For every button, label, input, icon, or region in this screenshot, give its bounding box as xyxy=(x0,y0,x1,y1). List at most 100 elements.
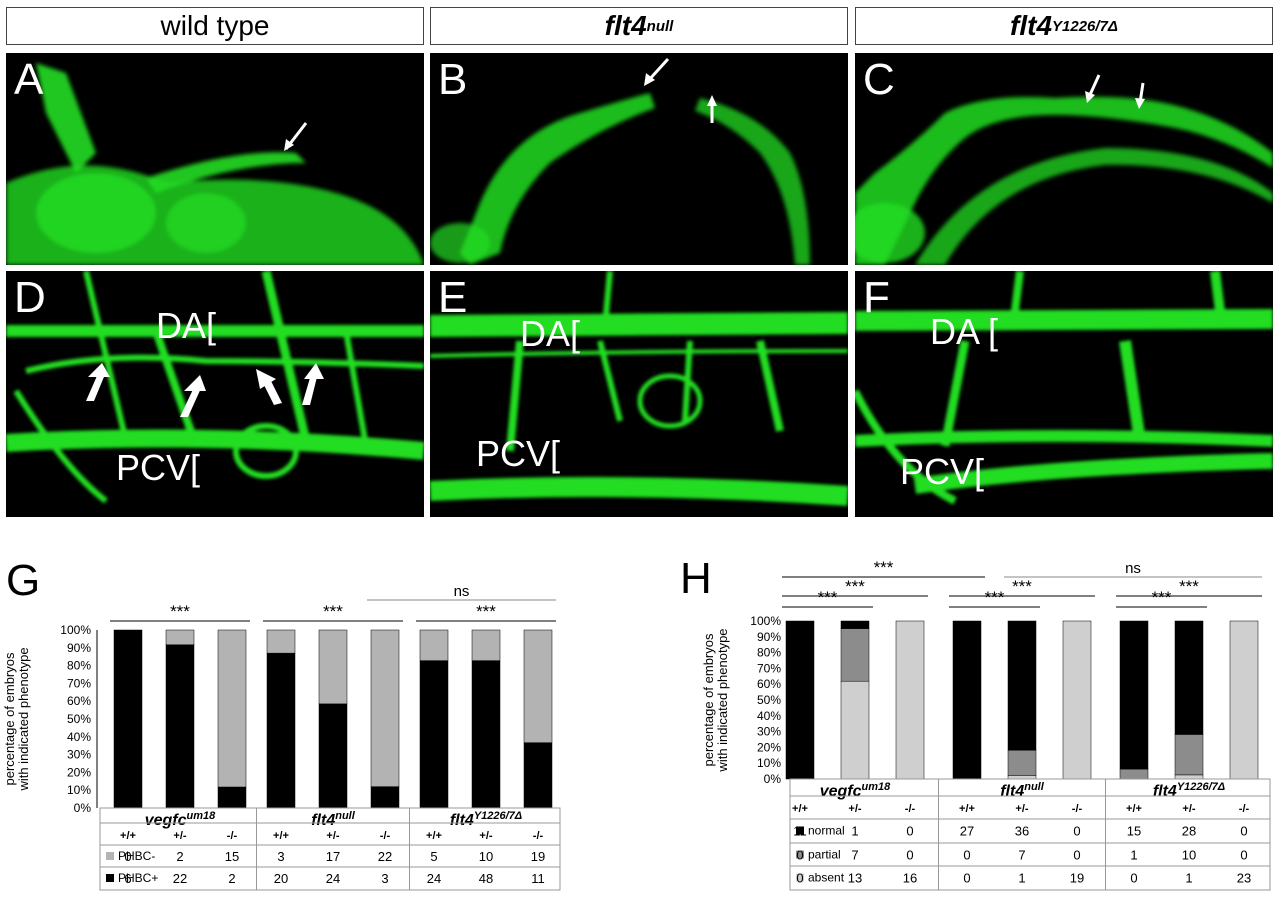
y-axis-label: with indicated phenotype xyxy=(16,647,31,791)
bar-segment-phbc xyxy=(370,786,400,809)
count-cell: 1 xyxy=(1185,871,1192,886)
y-tick-label: 60% xyxy=(757,677,781,691)
genotype-group-label: flt4Y1226/7Δ xyxy=(1153,781,1225,800)
genotype-label: +/+ xyxy=(959,803,975,815)
genotype-label: +/+ xyxy=(1126,803,1142,815)
micrograph-panel-b: B xyxy=(430,53,848,265)
y-tick-label: 90% xyxy=(67,641,91,655)
micrograph-panel-a: A xyxy=(6,53,424,265)
legend-swatch-partial xyxy=(796,850,804,859)
count-cell: 1 xyxy=(851,824,858,839)
count-cell: 0 xyxy=(1130,871,1137,886)
header-wild-type-text: wild type xyxy=(160,10,270,41)
label-pcv: PCV[ xyxy=(900,451,985,492)
significance-marker: *** xyxy=(845,577,865,596)
count-cell: 2 xyxy=(176,849,183,864)
panel-label-a: A xyxy=(14,55,44,104)
y-tick-label: 80% xyxy=(67,659,91,673)
panel-c-image xyxy=(855,74,1273,265)
bar-segment-phbc xyxy=(318,629,348,705)
legend-swatch-phbc xyxy=(106,874,114,882)
genotype-label: +/- xyxy=(479,830,492,842)
bar-segment-phbc xyxy=(113,629,143,809)
count-cell: 16 xyxy=(903,871,917,886)
count-cell: 7 xyxy=(851,848,858,863)
header-flt4-null: flt4 null xyxy=(430,7,848,45)
count-cell: 11 xyxy=(531,871,545,886)
y-tick-label: 50% xyxy=(757,693,781,707)
count-cell: 13 xyxy=(848,871,862,886)
y-tick-label: 30% xyxy=(757,725,781,739)
count-cell: 36 xyxy=(1015,824,1029,839)
count-cell: 17 xyxy=(326,849,340,864)
legend-swatch-normal xyxy=(796,826,804,835)
count-cell: 15 xyxy=(1127,824,1141,839)
significance-marker: ns xyxy=(1125,560,1141,577)
count-cell: 48 xyxy=(479,871,493,886)
genotype-label: -/- xyxy=(1239,803,1250,815)
y-axis-label: percentage of embryos xyxy=(2,652,17,785)
bar-segment-partial xyxy=(840,628,870,682)
genotype-group-label: vegfcum18 xyxy=(145,810,216,829)
y-tick-label: 10% xyxy=(757,756,781,770)
genotype-label: -/- xyxy=(533,830,544,842)
count-cell: 7 xyxy=(1018,848,1025,863)
bar-segment-phbc xyxy=(266,629,296,654)
panel-a-image xyxy=(6,63,424,265)
count-cell: 0 xyxy=(963,848,970,863)
bar-segment-normal xyxy=(840,620,870,629)
genotype-table xyxy=(789,778,1271,891)
y-tick-label: 60% xyxy=(67,694,91,708)
header-flt4-y1226-text: flt4 xyxy=(1010,10,1053,41)
bar-segment-partial xyxy=(1007,749,1037,776)
y-tick-label: 70% xyxy=(757,661,781,675)
header-flt4-y1226-sup: Y1226/7Δ xyxy=(1052,17,1118,35)
bar-segment-absent xyxy=(1174,774,1204,780)
significance-marker: *** xyxy=(985,588,1005,607)
genotype-label: +/- xyxy=(1182,803,1195,815)
count-cell: 19 xyxy=(531,849,545,864)
count-cell: 0 xyxy=(1240,848,1247,863)
count-cell: 10 xyxy=(1182,848,1196,863)
count-cell: 0 xyxy=(1073,848,1080,863)
panel-b-image xyxy=(430,57,810,265)
bar-segment-absent xyxy=(1229,620,1259,780)
genotype-label: +/+ xyxy=(792,803,808,815)
y-tick-label: 30% xyxy=(67,748,91,762)
panel-f-image xyxy=(855,271,1273,505)
y-tick-label: 90% xyxy=(757,630,781,644)
panel-d-image xyxy=(6,271,424,504)
genotype-group-label: flt4null xyxy=(311,810,355,829)
bar-segment-phbc xyxy=(217,786,247,809)
count-cell: 0 xyxy=(906,824,913,839)
label-pcv: PCV[ xyxy=(116,447,201,488)
legend-label-absent: absent xyxy=(808,871,845,885)
count-cell: 0 xyxy=(1073,824,1080,839)
y-tick-label: 0% xyxy=(74,801,92,815)
count-cell: 0 xyxy=(796,871,803,886)
significance-marker: *** xyxy=(818,588,838,607)
y-tick-label: 10% xyxy=(67,783,91,797)
bar-segment-normal xyxy=(1174,620,1204,735)
legend-label-partial: partial xyxy=(808,848,841,862)
count-cell: 5 xyxy=(430,849,437,864)
y-tick-label: 100% xyxy=(750,614,781,628)
header-flt4-null-sup: null xyxy=(646,17,674,35)
panel-label-g: G xyxy=(6,556,40,605)
bar-segment-phbc xyxy=(217,629,247,788)
count-cell: 0 xyxy=(1240,824,1247,839)
genotype-label: -/- xyxy=(905,803,916,815)
micrograph-panel-c: C xyxy=(855,53,1273,265)
header-flt4-y1226: flt4 Y1226/7Δ xyxy=(855,7,1273,45)
micrograph-panel-e: E DA[ PCV[ xyxy=(430,271,848,517)
bar-segment-phbc xyxy=(471,660,501,809)
count-cell: 3 xyxy=(277,849,284,864)
panel-e-image xyxy=(430,271,848,506)
panel-label-f: F xyxy=(863,273,890,322)
significance-marker: *** xyxy=(1179,577,1199,596)
significance-marker: ns xyxy=(454,583,470,600)
bar-segment-phbc xyxy=(471,629,501,661)
bar-segment-normal xyxy=(1007,620,1037,751)
count-cell: 20 xyxy=(274,871,288,886)
genotype-label: +/+ xyxy=(426,830,442,842)
